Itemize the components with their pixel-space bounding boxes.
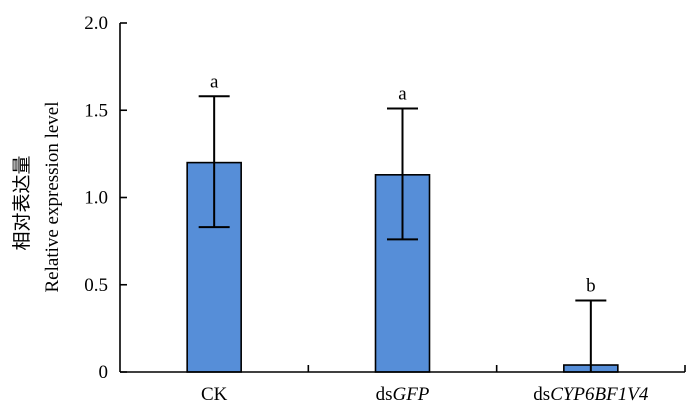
x-category-label-part: ds (533, 384, 550, 405)
y-tick-label-5: 2.0 (84, 13, 108, 34)
x-category-label-part: ds (376, 384, 393, 405)
y-tick-label-3: 1.0 (84, 188, 108, 209)
y-tick-label-2: 0.5 (84, 275, 108, 296)
x-category-label-3: dsCYP6BF1V4 (533, 384, 649, 405)
y-tick-label-1: 0 (99, 362, 109, 383)
y-axis-title-english: Relative expression level (42, 102, 63, 293)
significance-label-3: b (586, 275, 596, 296)
x-category-label-part: CK (201, 384, 228, 405)
y-tick-label-4: 1.5 (84, 100, 108, 121)
x-category-label-2: dsGFP (376, 384, 430, 405)
significance-label-2: a (398, 84, 407, 105)
x-category-label-part: CYP6BF1V4 (550, 384, 649, 405)
x-category-label-1: CK (201, 384, 228, 405)
y-axis-title: 相对表达量 Relative expression level (11, 102, 63, 293)
x-category-label-part: GFP (392, 384, 429, 405)
significance-label-1: a (210, 71, 219, 92)
y-axis-title-chinese: 相对表达量 (11, 155, 33, 250)
